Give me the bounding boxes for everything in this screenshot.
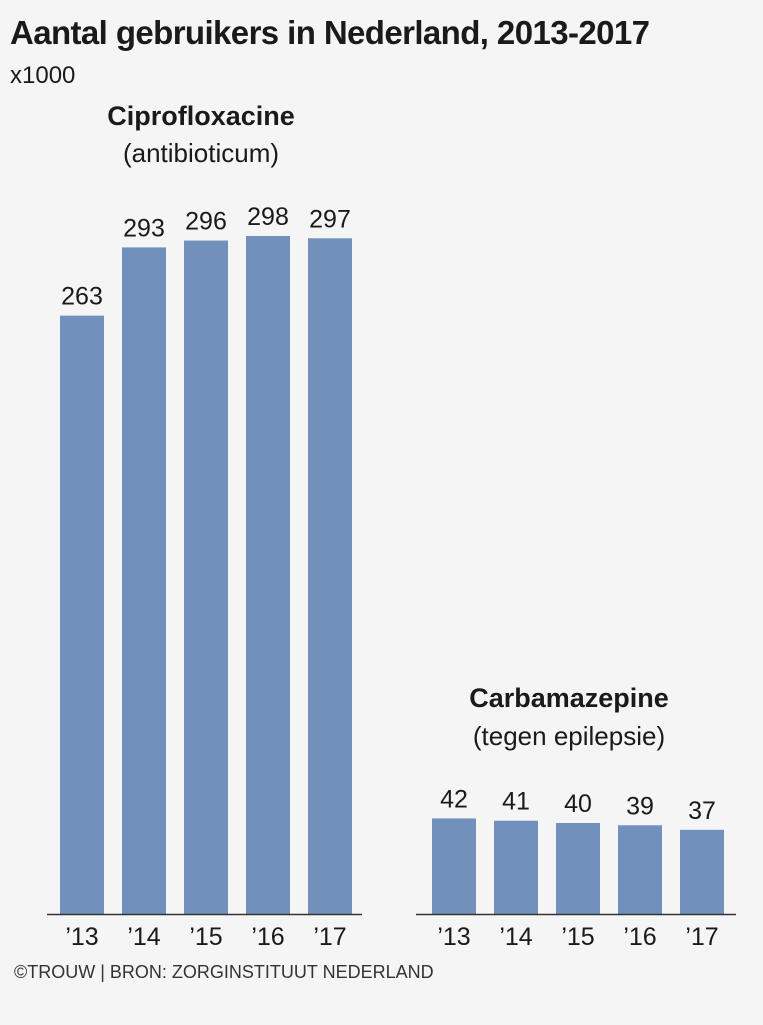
ciprofloxacine-tick-label: ’17 <box>313 923 346 951</box>
carbamazepine-value-label: 41 <box>502 788 530 816</box>
carbamazepine-bar <box>680 829 724 914</box>
ciprofloxacine-tick-label: ’14 <box>127 923 160 951</box>
ciprofloxacine-value-label: 263 <box>61 283 103 311</box>
unit-label: x1000 <box>10 62 76 89</box>
carbamazepine-tick-label: ’13 <box>437 923 470 951</box>
ciprofloxacine-bar <box>246 236 290 914</box>
carbamazepine-bar <box>618 825 662 914</box>
ciprofloxacine-subtitle: (antibioticum) <box>123 138 279 168</box>
carbamazepine-tick-label: ’16 <box>623 923 656 951</box>
carbamazepine-tick-label: ’17 <box>685 923 718 951</box>
ciprofloxacine-value-label: 296 <box>185 208 227 236</box>
carbamazepine-tick-label: ’15 <box>561 923 594 951</box>
ciprofloxacine-tick-label: ’15 <box>189 923 222 951</box>
ciprofloxacine-tick-label: ’16 <box>251 923 284 951</box>
ciprofloxacine-bar <box>308 238 352 915</box>
carbamazepine-value-label: 37 <box>688 797 716 825</box>
carbamazepine-title: Carbamazepine <box>469 683 669 713</box>
carbamazepine-bar <box>494 820 538 914</box>
ciprofloxacine-bar <box>122 247 166 914</box>
ciprofloxacine-tick-label: ’13 <box>65 923 98 951</box>
ciprofloxacine-value-label: 293 <box>123 214 165 242</box>
ciprofloxacine-title: Ciprofloxacine <box>107 101 295 131</box>
ciprofloxacine-bar <box>60 315 104 914</box>
ciprofloxacine-value-label: 297 <box>309 205 351 233</box>
carbamazepine-bar <box>556 822 600 914</box>
carbamazepine-value-label: 39 <box>626 792 654 820</box>
carbamazepine-bar <box>432 818 476 914</box>
ciprofloxacine-value-label: 298 <box>247 203 289 231</box>
source-credit: ©TROUW | BRON: ZORGINSTITUUT NEDERLAND <box>14 962 434 982</box>
carbamazepine-value-label: 42 <box>440 785 468 813</box>
carbamazepine-tick-label: ’14 <box>499 923 532 951</box>
ciprofloxacine-bar <box>184 240 228 914</box>
carbamazepine-value-label: 40 <box>564 790 592 818</box>
chart-title: Aantal gebruikers in Nederland, 2013-201… <box>10 14 650 51</box>
carbamazepine-subtitle: (tegen epilepsie) <box>473 721 665 751</box>
